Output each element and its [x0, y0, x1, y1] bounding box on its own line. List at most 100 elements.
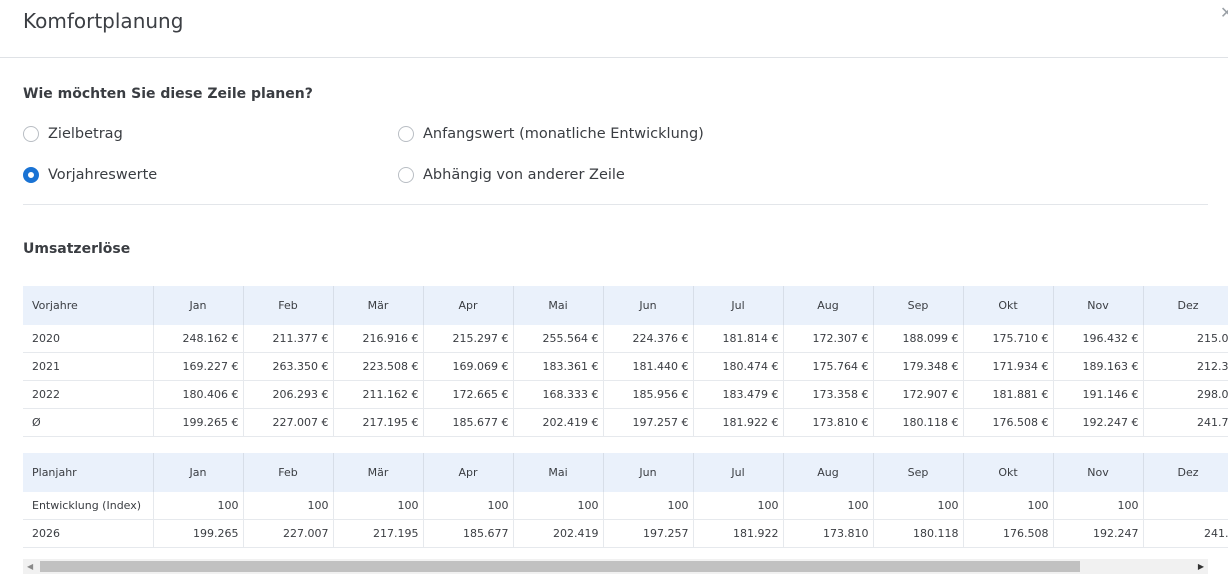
table-cell: 202.419: [513, 519, 604, 548]
table-cell: 171.934 €: [963, 352, 1054, 381]
table-cell: 224.376 €: [603, 325, 694, 353]
table-cell: 180.474 €: [693, 352, 784, 381]
table-cell: 179.348 €: [873, 352, 964, 381]
table-cell: 227.007: [243, 519, 334, 548]
month-header: Jun: [603, 286, 694, 325]
table-cell: 227.007 €: [243, 408, 334, 437]
month-header: Feb: [243, 453, 334, 492]
table-cell: 199.265: [153, 519, 244, 548]
table-cell: 217.195: [333, 519, 424, 548]
table-cell: 206.293 €: [243, 380, 334, 409]
month-header: Okt: [963, 286, 1054, 325]
header-row: Vorjahre Jan Feb Mär Apr Mai Jun Jul Aug Sep Okt No…: [23, 286, 1228, 325]
header-row: Planjahr Jan Feb Mär Apr Mai Jun Jul Aug Sep Okt No…: [23, 453, 1228, 492]
table-cell: 212.3: [1143, 352, 1228, 381]
option-anfangswert[interactable]: Anfangswert (monatliche Entwicklung): [398, 126, 704, 142]
table-cell: 183.361 €: [513, 352, 604, 381]
table-cell: 100: [1053, 492, 1144, 520]
table-cell: 181.440 €: [603, 352, 694, 381]
table-cell: 183.479 €: [693, 380, 784, 409]
month-header: Mär: [333, 286, 424, 325]
table-cell: 168.333 €: [513, 380, 604, 409]
table-cell: 298.0: [1143, 380, 1228, 409]
option-label: Vorjahreswerte: [48, 167, 158, 183]
table-cell: 181.922: [693, 519, 784, 548]
table-cell: 202.419 €: [513, 408, 604, 437]
month-header: Sep: [873, 453, 964, 492]
table-cell: 169.227 €: [153, 352, 244, 381]
table-cell: 211.162 €: [333, 380, 424, 409]
table-cell: 197.257 €: [603, 408, 694, 437]
month-header: Nov: [1053, 453, 1144, 492]
table-cell: 217.195 €: [333, 408, 424, 437]
table-cell: 100: [423, 492, 514, 520]
radio-abhaengig[interactable]: [398, 167, 414, 183]
row-label: Ø: [23, 408, 154, 437]
month-header: Okt: [963, 453, 1054, 492]
table-cell: [1143, 492, 1228, 520]
table-cell: 100: [783, 492, 874, 520]
table-cell: 100: [153, 492, 244, 520]
table-cell: 189.163 €: [1053, 352, 1144, 381]
month-header: Aug: [783, 286, 874, 325]
month-header: Mai: [513, 453, 604, 492]
arrow-left-icon[interactable]: ◀: [27, 562, 34, 571]
close-icon[interactable]: ✕: [1220, 3, 1228, 22]
table-cell: 248.162 €: [153, 325, 244, 353]
table-cell: 100: [333, 492, 424, 520]
table-cell: 223.508 €: [333, 352, 424, 381]
table-cell: 100: [963, 492, 1054, 520]
radio-anfangswert[interactable]: [398, 126, 414, 142]
scrollbar-thumb[interactable]: [40, 561, 1080, 572]
table-cell: 192.247: [1053, 519, 1144, 548]
table-cell: 172.307 €: [783, 325, 874, 353]
previous-years-table: Vorjahre Jan Feb Mär Apr Mai Jun Jul Aug Sep Okt No…: [23, 286, 1228, 437]
table-cell: 215.0: [1143, 325, 1228, 353]
table-cell: 192.247 €: [1053, 408, 1144, 437]
plan-year-table-wrap: Planjahr Jan Feb Mär Apr Mai Jun Jul Aug Sep Okt No…: [23, 453, 1228, 548]
option-abhaengig[interactable]: Abhängig von anderer Zeile: [398, 167, 625, 183]
table-row: Ø 199.265 €227.007 €217.195 €185.677 €202…: [23, 408, 1228, 437]
table-cell: 241.: [1143, 519, 1228, 548]
divider: [23, 204, 1208, 205]
table-row: 2020 248.162 €211.377 €216.916 €215.297 €…: [23, 325, 1228, 353]
option-label: Abhängig von anderer Zeile: [423, 167, 625, 183]
month-header: Sep: [873, 286, 964, 325]
row-label: 2022: [23, 380, 154, 409]
row-label: 2021: [23, 352, 154, 381]
table-cell: 175.764 €: [783, 352, 874, 381]
table-cell: 173.358 €: [783, 380, 874, 409]
table-cell: 180.406 €: [153, 380, 244, 409]
table-cell: 191.146 €: [1053, 380, 1144, 409]
arrow-right-icon[interactable]: ▶: [1197, 562, 1204, 571]
month-header: Mai: [513, 286, 604, 325]
option-label: Anfangswert (monatliche Entwicklung): [423, 126, 704, 142]
table-cell: 100: [693, 492, 784, 520]
table-cell: 100: [513, 492, 604, 520]
table-row: Entwicklung (Index) 100 100 100 100 100 100 100…: [23, 492, 1228, 520]
table-row: 2026 199.265 227.007 217.195 185.677 202.419 1…: [23, 519, 1228, 548]
month-header: Apr: [423, 453, 514, 492]
month-header: Jan: [153, 453, 244, 492]
table-cell: 216.916 €: [333, 325, 424, 353]
month-header: Jul: [693, 453, 784, 492]
horizontal-scrollbar[interactable]: ◀ ▶: [23, 559, 1208, 574]
table-cell: 215.297 €: [423, 325, 514, 353]
table-cell: 176.508 €: [963, 408, 1054, 437]
month-header: Mär: [333, 453, 424, 492]
month-header: Jun: [603, 453, 694, 492]
table-cell: 211.377 €: [243, 325, 334, 353]
radio-zielbetrag[interactable]: [23, 126, 39, 142]
option-label: Zielbetrag: [48, 126, 123, 142]
table-cell: 188.099 €: [873, 325, 964, 353]
option-vorjahreswerte[interactable]: Vorjahreswerte: [23, 167, 157, 183]
table-cell: 181.814 €: [693, 325, 784, 353]
table-cell: 185.677 €: [423, 408, 514, 437]
table-cell: 176.508: [963, 519, 1054, 548]
dialog-title: Komfortplanung: [23, 9, 184, 33]
dialog-header: Komfortplanung ✕: [0, 0, 1228, 58]
radio-vorjahreswerte[interactable]: [23, 167, 39, 183]
table-row: 2022 180.406 €206.293 €211.162 €172.665 €…: [23, 380, 1228, 409]
option-zielbetrag[interactable]: Zielbetrag: [23, 126, 123, 142]
month-header: Feb: [243, 286, 334, 325]
